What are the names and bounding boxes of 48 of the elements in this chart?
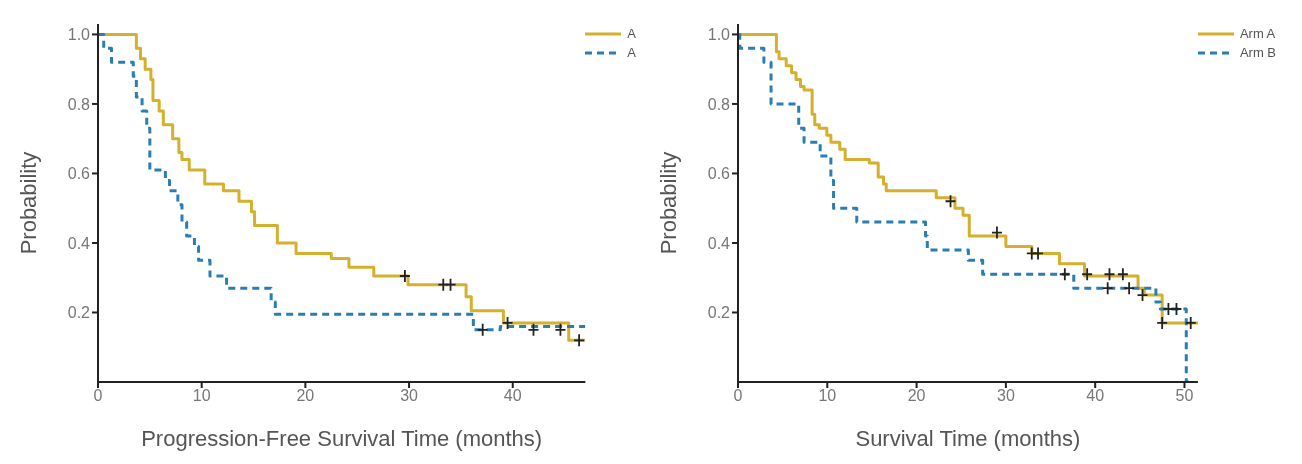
y-tick-label: 0.4 [707, 234, 731, 252]
x-tick-label: 0 [93, 387, 103, 405]
x-tick-label: 30 [996, 387, 1015, 405]
point [554, 322, 567, 337]
point [1032, 246, 1044, 261]
y-tick-label: 0.4 [67, 234, 91, 252]
x-tick-label: 20 [907, 387, 926, 405]
point [1058, 267, 1071, 282]
y-axis-title: Probability [655, 151, 681, 255]
point [501, 316, 514, 330]
y-tick-label: 0.2 [707, 304, 731, 322]
point [1116, 267, 1129, 282]
point [1101, 281, 1114, 296]
point [991, 225, 1003, 240]
point [1136, 288, 1149, 303]
legend-label: A [627, 45, 636, 60]
y-tick-label: 0.8 [707, 95, 731, 113]
point [444, 277, 457, 292]
y-tick-label: 0.6 [707, 165, 731, 183]
y-tick-label: 1.0 [67, 26, 91, 44]
x-tick-label: 50 [1175, 387, 1194, 405]
legend-label: A [627, 26, 636, 41]
x-axis-title: Progression-Free Survival Time (months) [141, 426, 543, 451]
x-tick-label: 30 [400, 387, 419, 405]
point [1103, 267, 1116, 282]
x-axis-title: Survival Time (months) [855, 426, 1081, 451]
y-tick-label: 1.0 [707, 26, 731, 44]
x-tick-label: 20 [296, 387, 315, 405]
point [1156, 316, 1169, 330]
y-axis-title: Probability [15, 151, 41, 255]
x-tick-label: 40 [1086, 387, 1105, 405]
legend-label: Arm B [1239, 45, 1276, 60]
point [1123, 281, 1136, 296]
point [399, 269, 411, 283]
point [944, 194, 957, 209]
x-tick-label: 10 [192, 387, 211, 405]
point [1081, 267, 1094, 282]
x-tick-label: 10 [818, 387, 837, 405]
point [527, 322, 540, 337]
x-tick-label: 40 [503, 387, 522, 405]
x-tick-label: 0 [733, 387, 743, 405]
y-tick-label: 0.8 [67, 95, 91, 113]
point [1184, 316, 1197, 330]
legend-label: Arm A [1239, 26, 1276, 41]
point [476, 322, 489, 337]
point [573, 333, 586, 348]
y-tick-label: 0.6 [67, 165, 91, 183]
y-tick-label: 0.2 [67, 304, 91, 322]
